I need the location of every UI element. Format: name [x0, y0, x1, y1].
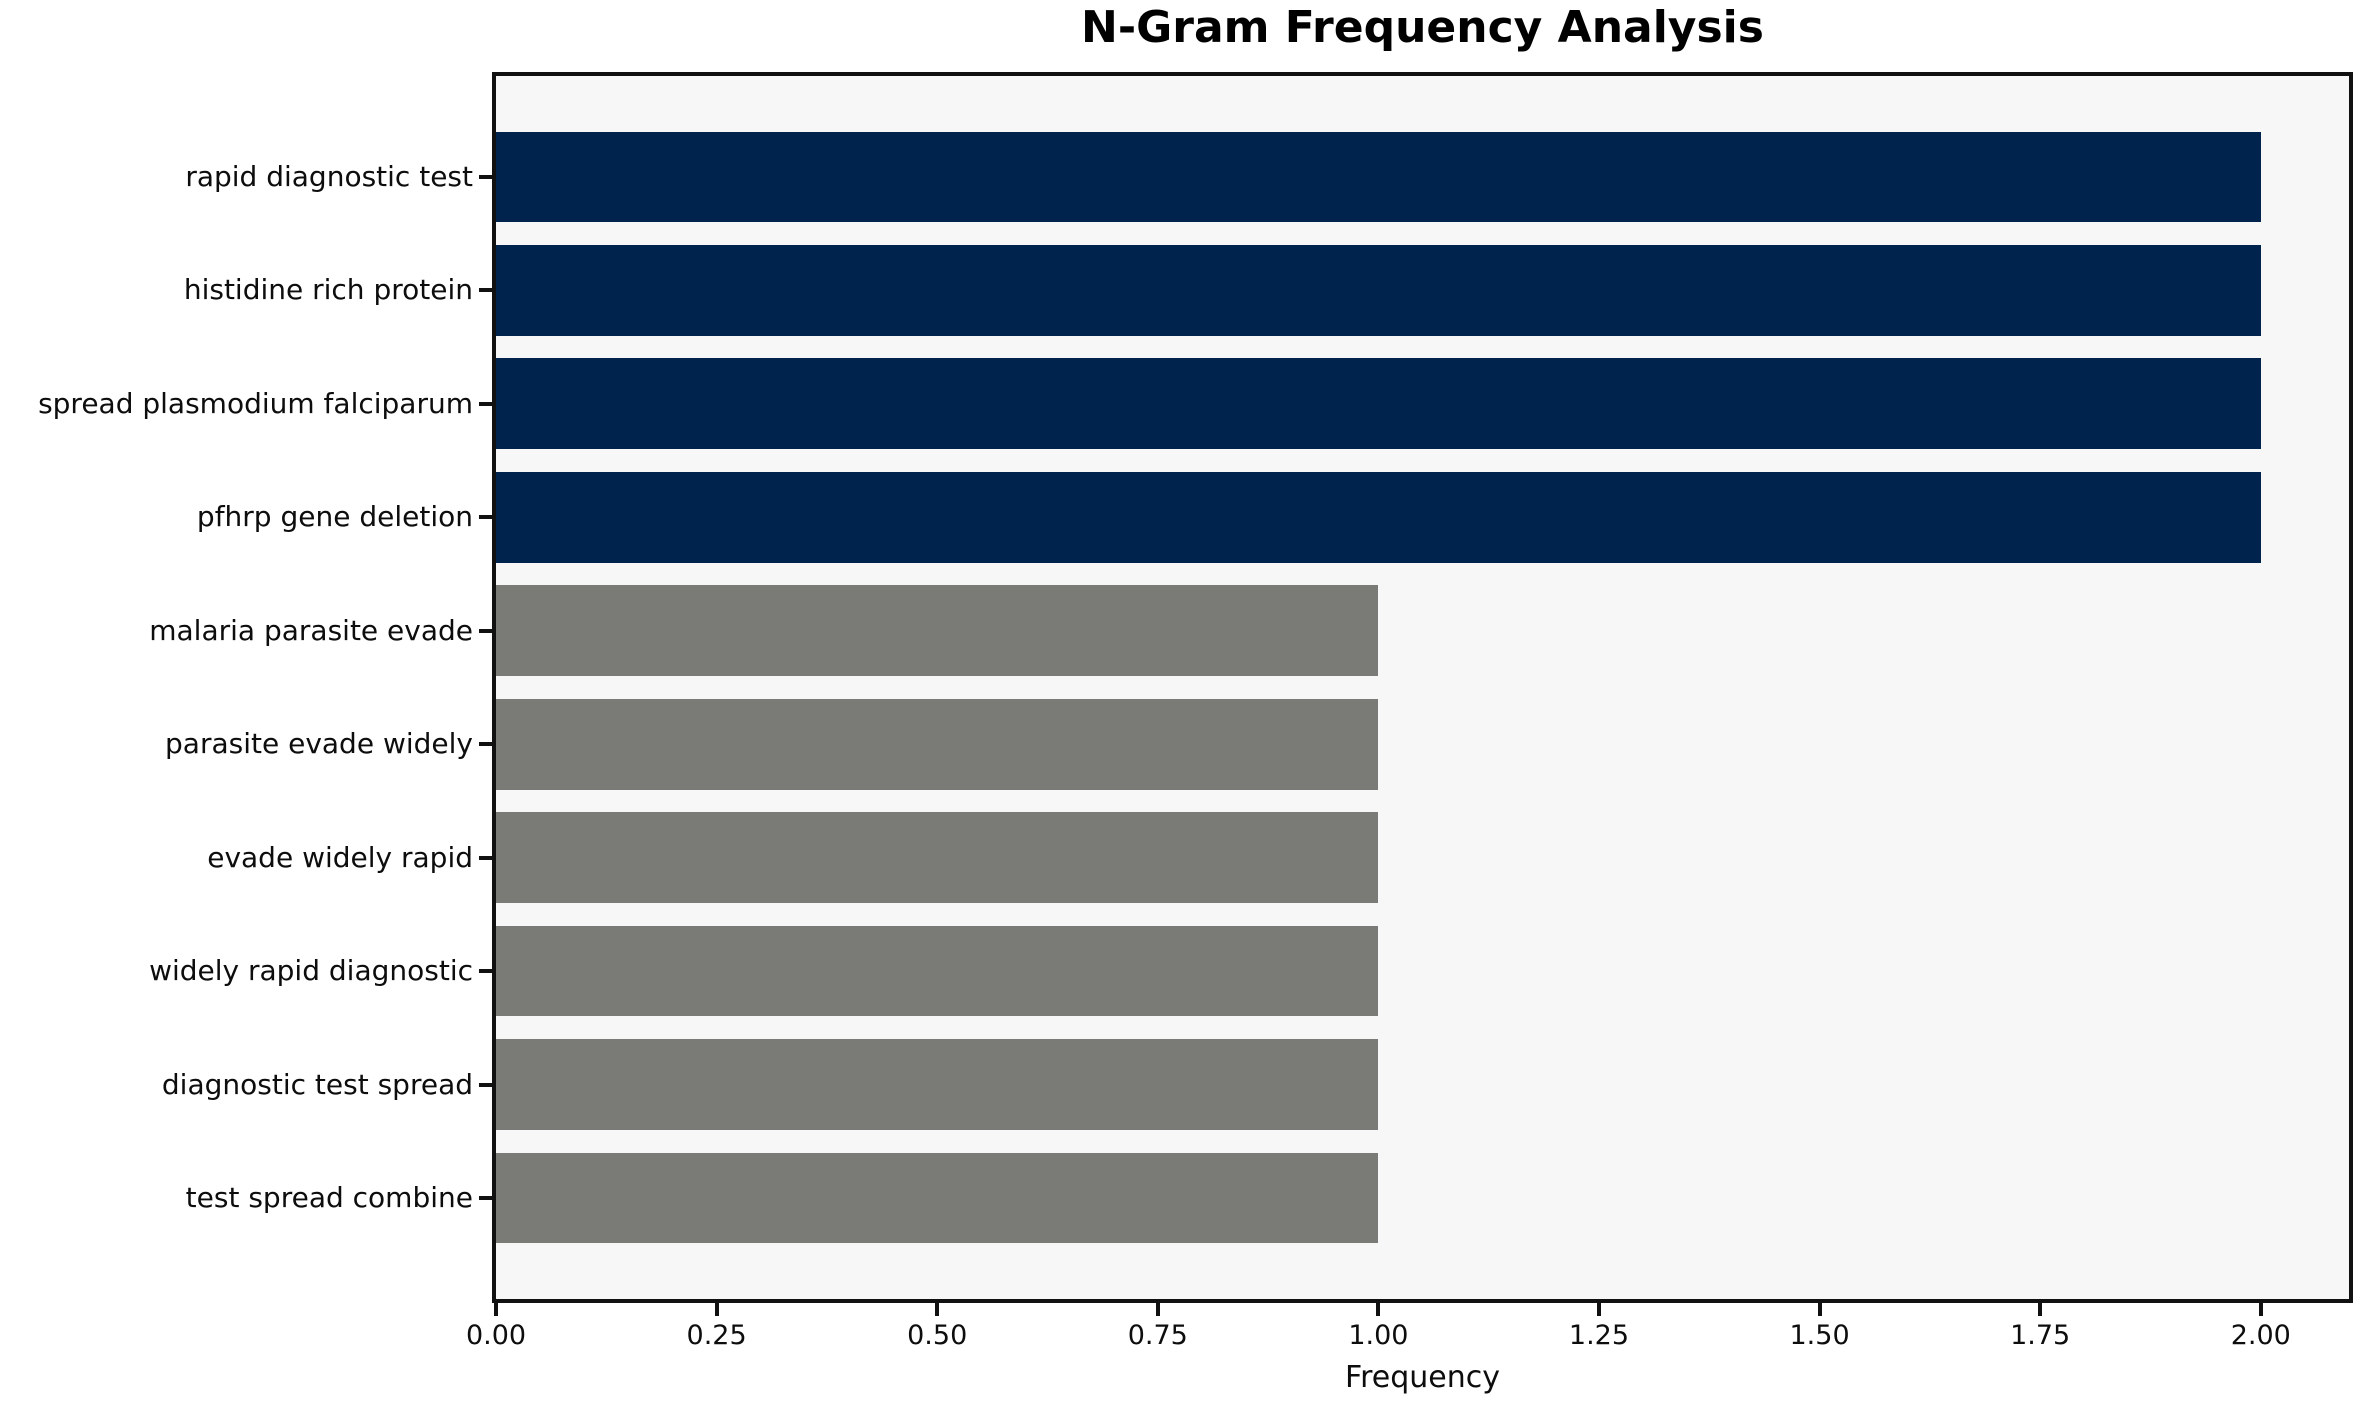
y-tick-label: rapid diagnostic test [185, 159, 473, 193]
y-tick-mark [479, 401, 492, 406]
y-tick-mark [479, 742, 492, 747]
y-tick-mark [479, 855, 492, 860]
x-axis-label: Frequency [1345, 1360, 1500, 1395]
x-tick-mark [2038, 1303, 2043, 1316]
y-tick-mark [479, 1082, 492, 1087]
x-tick-mark [494, 1303, 498, 1316]
y-tick-label: spread plasmodium falciparum [38, 386, 473, 420]
x-tick-label: 1.00 [1348, 1320, 1409, 1351]
y-tick-label: widely rapid diagnostic [149, 954, 473, 988]
x-tick-label: 0.50 [907, 1320, 968, 1351]
x-tick-mark [1155, 1303, 1160, 1316]
y-tick-label: parasite evade widely [165, 727, 473, 761]
y-tick-mark [479, 969, 492, 974]
bar [496, 698, 1379, 790]
bar [496, 925, 1379, 1017]
x-tick-label: 1.50 [1789, 1320, 1850, 1351]
x-tick-label: 0.75 [1127, 1320, 1188, 1351]
x-tick-mark [935, 1303, 940, 1316]
bar [496, 131, 2261, 223]
y-tick-mark [479, 288, 492, 293]
x-tick-label: 1.25 [1568, 1320, 1630, 1351]
chart-title: N-Gram Frequency Analysis [1081, 2, 1764, 53]
bar [496, 245, 2261, 336]
y-tick-label: diagnostic test spread [161, 1067, 473, 1101]
bar [496, 1152, 1379, 1244]
plot-area [492, 72, 2353, 1303]
bar [496, 1039, 1379, 1130]
x-tick-mark [2258, 1303, 2263, 1316]
x-tick-label: 0.25 [686, 1320, 747, 1351]
x-tick-mark [1376, 1303, 1381, 1316]
bar [496, 812, 1379, 904]
y-tick-label: test spread combine [185, 1181, 473, 1215]
x-tick-mark [1817, 1303, 1822, 1316]
y-tick-label: pfhrp gene deletion [196, 500, 473, 534]
bar [496, 358, 2261, 450]
y-tick-mark [479, 1196, 492, 1201]
y-tick-label: evade widely rapid [207, 840, 473, 874]
y-tick-label: malaria parasite evade [149, 613, 473, 647]
x-tick-mark [714, 1303, 719, 1316]
x-tick-label: 1.75 [2010, 1320, 2071, 1351]
y-tick-label: histidine rich protein [183, 273, 473, 307]
bar [496, 471, 2261, 563]
bar [496, 585, 1379, 677]
y-tick-mark [479, 174, 492, 179]
x-tick-mark [1596, 1303, 1601, 1316]
x-tick-label: 2.00 [2230, 1320, 2291, 1351]
y-tick-mark [479, 628, 492, 633]
x-tick-label: 0.00 [465, 1320, 527, 1351]
y-tick-mark [479, 515, 492, 520]
